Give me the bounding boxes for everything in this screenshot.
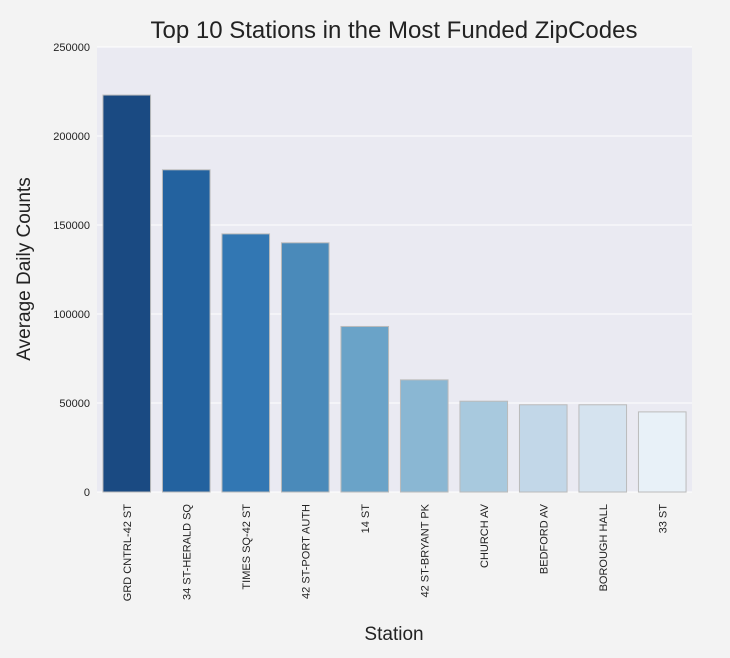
x-tick-label: 14 ST bbox=[360, 504, 372, 534]
x-tick-label: BOROUGH HALL bbox=[598, 504, 610, 591]
y-tick-label: 100000 bbox=[53, 309, 90, 321]
x-axis-label: Station bbox=[364, 624, 423, 645]
bars bbox=[102, 94, 687, 493]
bar bbox=[161, 169, 211, 493]
x-tick-label: TIMES SQ-42 ST bbox=[241, 504, 253, 590]
x-tick-label: GRD CNTRL-42 ST bbox=[122, 504, 134, 601]
x-tick-label: CHURCH AV bbox=[479, 503, 491, 568]
y-tick-label: 200000 bbox=[53, 131, 90, 143]
y-tick-label: 150000 bbox=[53, 220, 90, 232]
chart-title: Top 10 Stations in the Most Funded ZipCo… bbox=[151, 17, 638, 44]
x-tick-label: 34 ST-HERALD SQ bbox=[181, 504, 193, 600]
y-axis-ticks: 0 50000 100000 150000 200000 250000 bbox=[53, 42, 90, 499]
x-tick-label: BEDFORD AV bbox=[538, 503, 550, 574]
y-tick-label: 50000 bbox=[59, 398, 90, 410]
bar bbox=[221, 233, 271, 493]
bar bbox=[280, 242, 330, 493]
bar bbox=[102, 94, 152, 493]
x-tick-label: 42 ST-PORT AUTH bbox=[300, 504, 312, 599]
y-axis-label: Average Daily Counts bbox=[14, 177, 35, 360]
bar bbox=[637, 411, 687, 493]
bar bbox=[578, 404, 628, 493]
x-axis-ticks: GRD CNTRL-42 ST 34 ST-HERALD SQ TIMES SQ-4… bbox=[122, 503, 670, 601]
x-tick-label: 33 ST bbox=[657, 504, 669, 534]
bar bbox=[399, 379, 449, 493]
y-tick-label: 250000 bbox=[53, 42, 90, 54]
y-tick-label: 0 bbox=[84, 487, 90, 499]
bar bbox=[518, 404, 568, 493]
bar bbox=[340, 325, 390, 493]
bar bbox=[459, 400, 509, 493]
x-tick-label: 42 ST-BRYANT PK bbox=[419, 503, 431, 597]
